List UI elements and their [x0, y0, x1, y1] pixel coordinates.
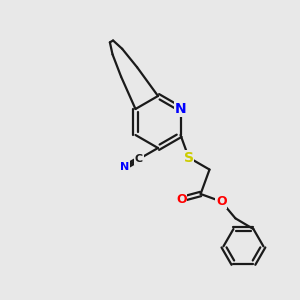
Text: S: S — [184, 151, 194, 165]
Text: O: O — [176, 193, 187, 206]
Text: N: N — [121, 162, 130, 172]
Text: O: O — [216, 195, 226, 208]
Text: N: N — [175, 102, 186, 116]
Text: C: C — [135, 154, 143, 164]
